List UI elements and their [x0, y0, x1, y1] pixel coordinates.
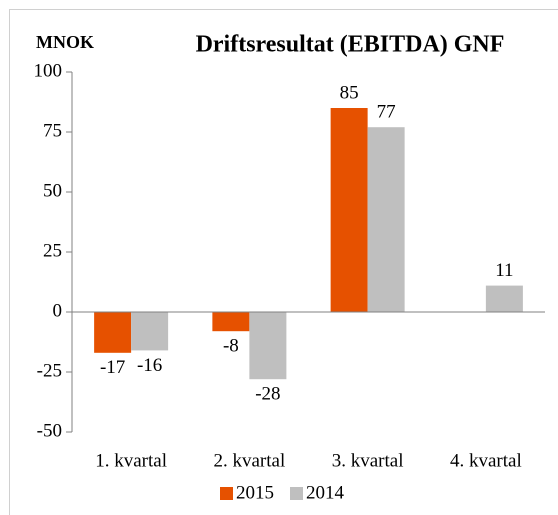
bar: [94, 312, 132, 353]
y-tick-label: 75: [43, 120, 62, 141]
y-tick-label: 100: [34, 60, 63, 81]
chart-frame: [9, 9, 558, 515]
bar: [249, 312, 287, 380]
data-label: -16: [137, 355, 162, 376]
x-tick-label: 1. kvartal: [95, 450, 167, 471]
legend-label: 2015: [236, 482, 274, 503]
data-label: 85: [340, 82, 359, 103]
x-tick-label: 3. kvartal: [332, 450, 404, 471]
chart-title: Driftsresultat (EBITDA) GNF: [196, 32, 505, 58]
legend-label: 2014: [306, 482, 345, 503]
y-tick-label: 25: [43, 240, 62, 261]
bar: [330, 108, 368, 312]
data-label: 11: [495, 260, 513, 281]
data-label: -17: [100, 357, 125, 378]
legend-swatch: [290, 487, 303, 500]
data-label: 77: [377, 102, 396, 123]
bar: [367, 127, 405, 312]
y-tick-label: -50: [37, 420, 62, 441]
data-label: -28: [255, 384, 280, 405]
y-tick-label: 0: [53, 300, 63, 321]
y-axis-label: MNOK: [36, 32, 94, 52]
bar: [485, 285, 523, 312]
y-tick-label: 50: [43, 180, 62, 201]
x-tick-label: 2. kvartal: [213, 450, 285, 471]
bar: [131, 312, 169, 351]
legend-swatch: [220, 487, 233, 500]
data-label: -8: [223, 336, 239, 357]
y-tick-label: -25: [37, 360, 62, 381]
bar: [212, 312, 250, 332]
x-tick-label: 4. kvartal: [450, 450, 522, 471]
